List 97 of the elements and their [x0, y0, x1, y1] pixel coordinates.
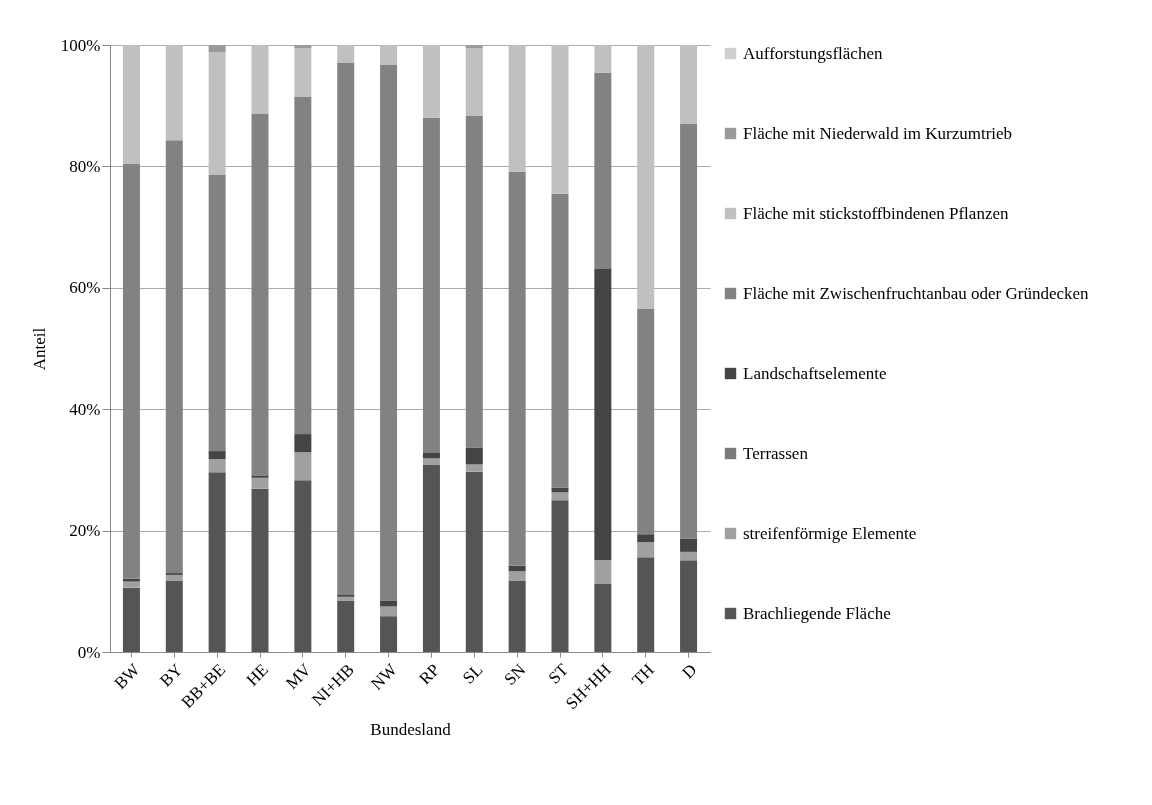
bar [294, 96, 312, 435]
bar [122, 578, 140, 582]
legend-label: streifenförmige Elemente [743, 523, 917, 543]
bar [465, 45, 483, 49]
bar [508, 45, 526, 172]
bar [208, 472, 226, 652]
y-tick-label: 40% [69, 399, 101, 419]
x-tick-label: NW [367, 659, 402, 694]
legend-label: Fläche mit Niederwald im Kurzumtrieb [743, 123, 1013, 143]
x-axis-title: Bundesland [370, 720, 452, 740]
bar [508, 580, 526, 652]
bar [465, 471, 483, 652]
bar [465, 464, 483, 472]
bar [122, 45, 140, 164]
bar [594, 45, 612, 73]
y-tick-label: 20% [69, 521, 101, 541]
bar [594, 268, 612, 561]
bar [508, 565, 526, 572]
bar [251, 113, 269, 476]
bar [294, 48, 312, 97]
y-tick-label: 0% [77, 642, 101, 662]
bar [594, 72, 612, 269]
bar [637, 309, 655, 535]
bar [594, 584, 612, 652]
x-tick-label: ST [544, 659, 573, 688]
bar [337, 594, 355, 597]
bar [465, 447, 483, 465]
bar [251, 45, 269, 114]
x-tick-label: BY [156, 660, 187, 691]
bar [637, 534, 655, 543]
y-tick-label: 100% [60, 35, 101, 55]
bar [294, 434, 312, 453]
bar [251, 488, 269, 652]
bar [380, 65, 398, 601]
legend-label: Fläche mit stickstoffbindenen Pflanzen [743, 203, 1009, 223]
bar [208, 458, 226, 473]
bar [165, 140, 183, 574]
bar [594, 560, 612, 585]
bar [465, 116, 483, 448]
bar [208, 45, 226, 53]
x-tick-label: MV [282, 659, 316, 693]
y-axis-title: Anteil [29, 327, 49, 371]
bar [208, 52, 226, 175]
bar [165, 580, 183, 652]
bar [208, 174, 226, 452]
bar [122, 581, 140, 588]
bar [680, 560, 698, 652]
bar [551, 45, 569, 194]
legend-label: Terrassen [743, 443, 809, 463]
bar [422, 117, 440, 453]
bar [422, 45, 440, 118]
bar [680, 123, 698, 539]
bar [637, 542, 655, 558]
bar [508, 171, 526, 566]
x-tick-label: RP [415, 660, 444, 689]
bar [422, 458, 440, 465]
bar [380, 600, 398, 607]
bar [122, 163, 140, 579]
x-tick-label: SN [500, 660, 530, 689]
bar [422, 452, 440, 459]
bar [294, 480, 312, 652]
bar [422, 464, 440, 652]
bar [680, 538, 698, 552]
bar [637, 557, 655, 652]
bar [294, 452, 312, 481]
x-tick-label: D [678, 660, 701, 683]
bar [380, 45, 398, 66]
bar [680, 45, 698, 124]
x-tick-label: BW [110, 659, 145, 693]
bar [551, 500, 569, 652]
x-tick-label: SL [458, 660, 487, 688]
bar [337, 600, 355, 652]
bar [337, 62, 355, 595]
bar [380, 616, 398, 652]
legend-label: Aufforstungsflächen [743, 43, 883, 63]
bar [251, 475, 269, 478]
bar [294, 45, 312, 49]
legend-label: Landschaftselemente [743, 363, 887, 383]
bar [465, 48, 483, 117]
bar [208, 451, 226, 459]
x-tick-label: HE [242, 660, 273, 690]
y-tick-label: 60% [69, 278, 101, 298]
y-tick-label: 80% [69, 156, 101, 176]
bar [251, 477, 269, 489]
x-tick-label: TH [628, 660, 658, 690]
bar [165, 574, 183, 581]
legend-label: Brachliegende Fläche [743, 603, 891, 623]
bar [165, 45, 183, 141]
bar [637, 45, 655, 310]
bar [337, 45, 355, 63]
bar [551, 492, 569, 501]
bar [680, 551, 698, 561]
legend-label: Fläche mit Zwischenfruchtanbau oder Gründecken [743, 283, 1090, 303]
bar [551, 193, 569, 488]
bar [380, 606, 398, 617]
bar [508, 571, 526, 581]
bar [122, 587, 140, 652]
